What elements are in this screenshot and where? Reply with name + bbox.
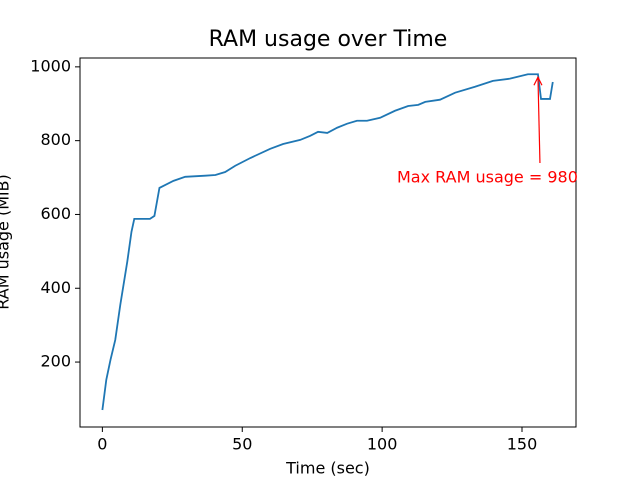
x-tick-label: 100 (367, 435, 398, 454)
annotation-arrow (537, 77, 541, 164)
y-tick-label: 200 (40, 352, 71, 371)
y-axis-label: RAM usage (MiB) (0, 174, 13, 309)
x-tick-label: 150 (507, 435, 538, 454)
y-tick-label: 1000 (30, 56, 71, 75)
x-tick-label: 50 (232, 435, 252, 454)
plot-frame (79, 57, 577, 428)
x-axis-label: Time (sec) (285, 459, 370, 478)
data-line (101, 73, 554, 411)
annotation-text: Max RAM usage = 980 (397, 168, 578, 187)
y-tick-label: 800 (40, 130, 71, 149)
y-tick-label: 400 (40, 278, 71, 297)
y-tick-label: 600 (40, 204, 71, 223)
annotation-arrowhead (533, 75, 543, 86)
x-tick-label: 0 (97, 435, 107, 454)
chart-title: RAM usage over Time (209, 27, 448, 52)
